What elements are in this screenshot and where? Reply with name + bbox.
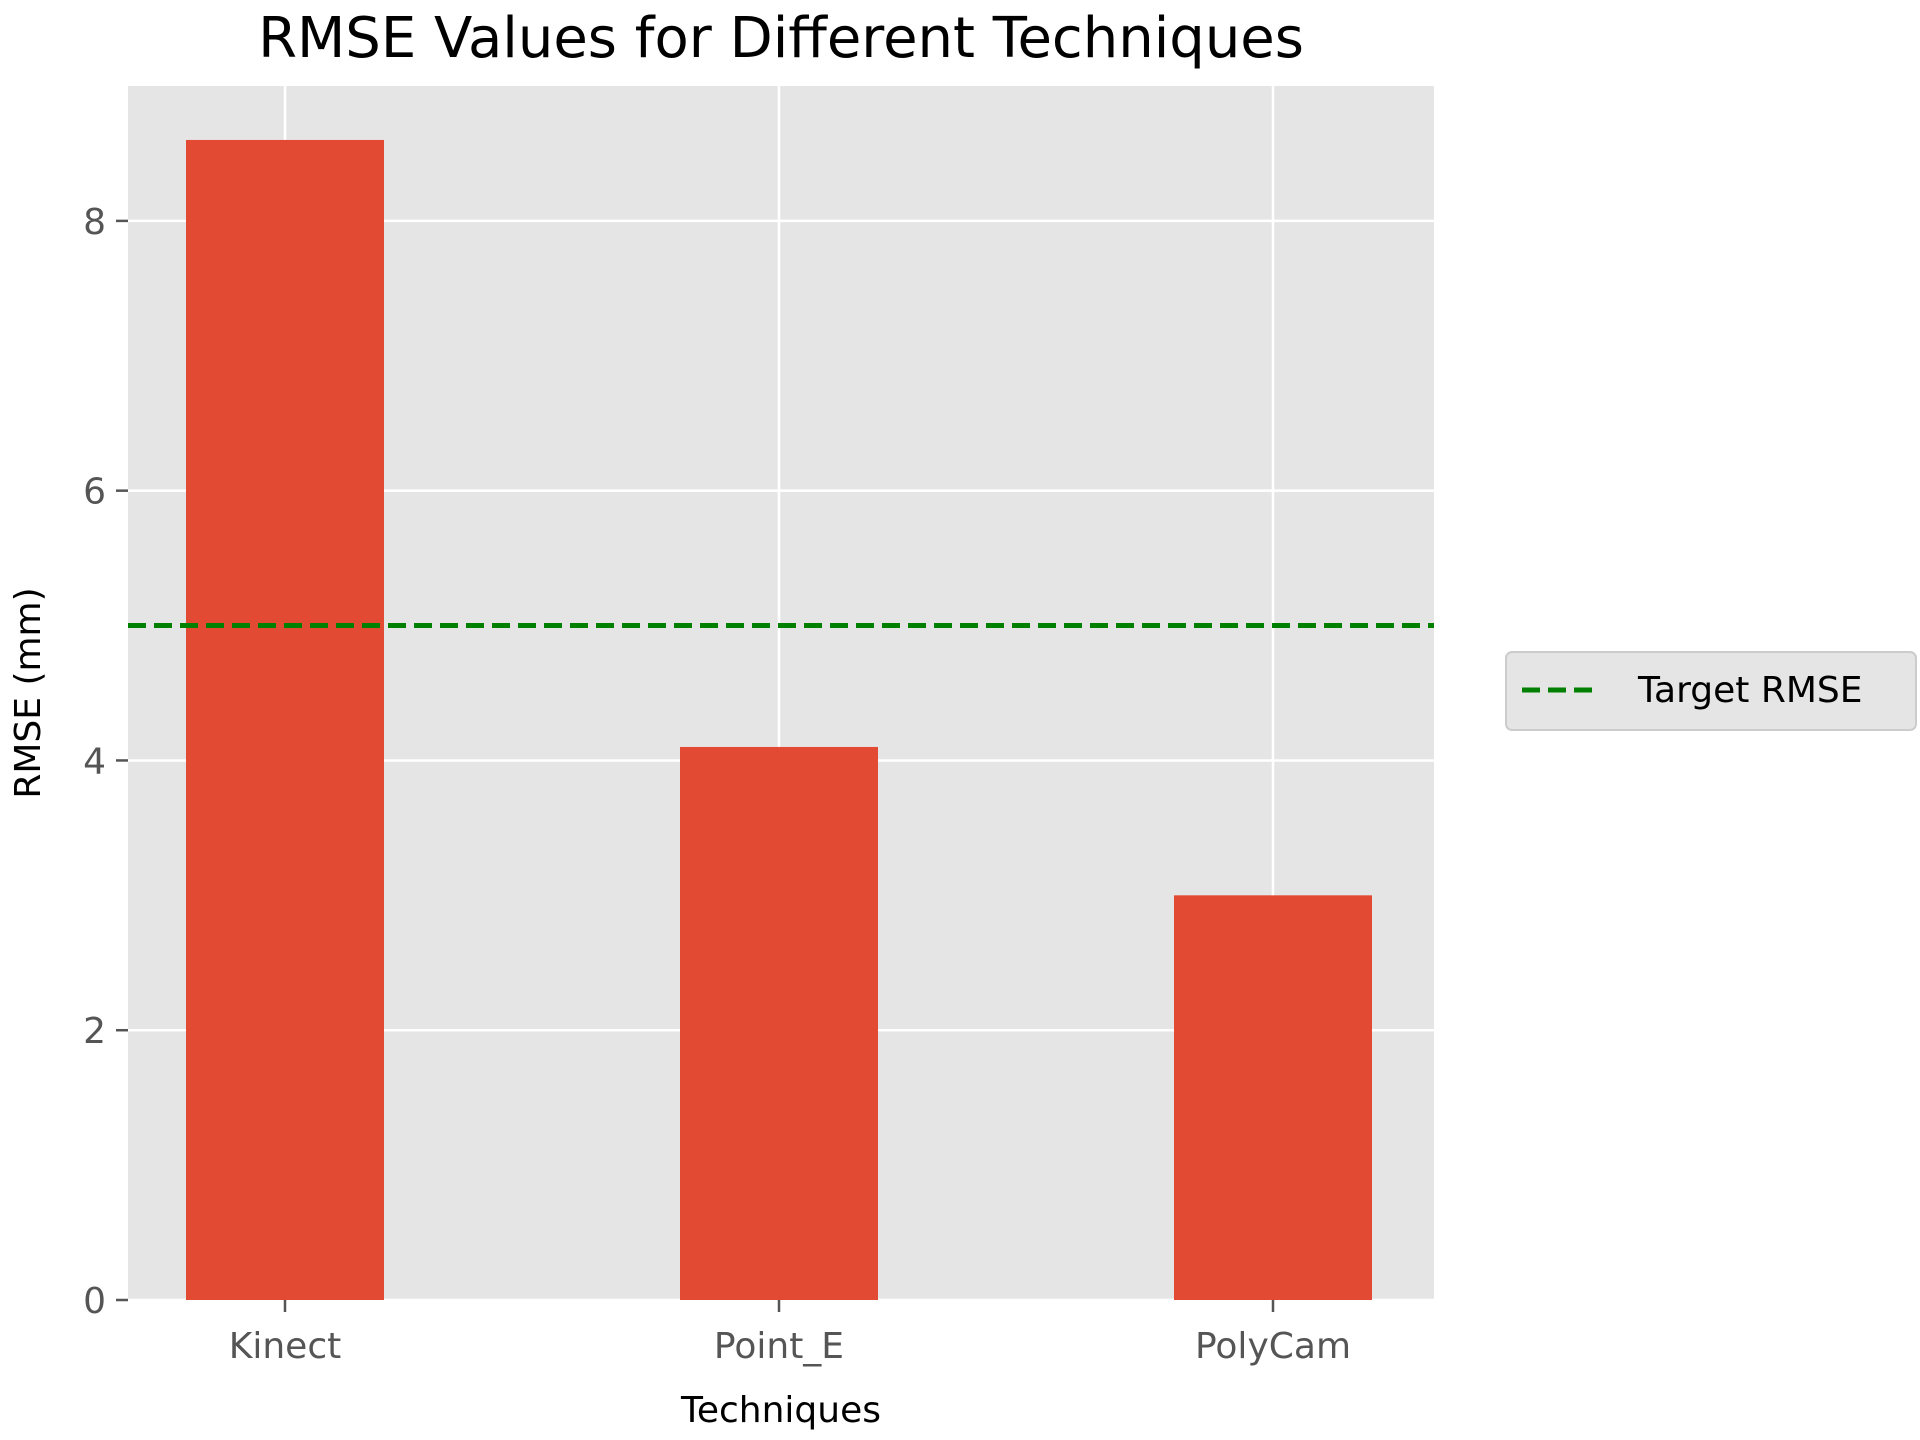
y-tick-label: 8 [83, 202, 106, 243]
legend: Target RMSE [1505, 651, 1917, 731]
y-axis-label: RMSE (mm) [8, 587, 49, 798]
y-axis-ticks: 0 2 4 6 8 [83, 202, 128, 1322]
x-tick-label: PolyCam [1195, 1326, 1351, 1367]
chart-title: RMSE Values for Different Techniques [258, 6, 1304, 71]
bars [186, 139, 1372, 1300]
x-tick-label: Point_E [714, 1326, 844, 1367]
y-tick-label: 0 [83, 1281, 106, 1322]
legend-label-target-rmse: Target RMSE [1637, 670, 1863, 711]
x-axis-label: Techniques [680, 1390, 881, 1431]
bar-polycam [1174, 895, 1372, 1300]
y-tick-label: 4 [83, 741, 106, 782]
x-tick-label: Kinect [229, 1326, 341, 1367]
bar-point-e [680, 746, 878, 1300]
x-axis-ticks: Kinect Point_E PolyCam [229, 1300, 1351, 1367]
bar-kinect [186, 139, 384, 1300]
y-tick-label: 6 [83, 472, 106, 513]
y-tick-label: 2 [83, 1011, 106, 1052]
legend-box [1505, 651, 1917, 731]
